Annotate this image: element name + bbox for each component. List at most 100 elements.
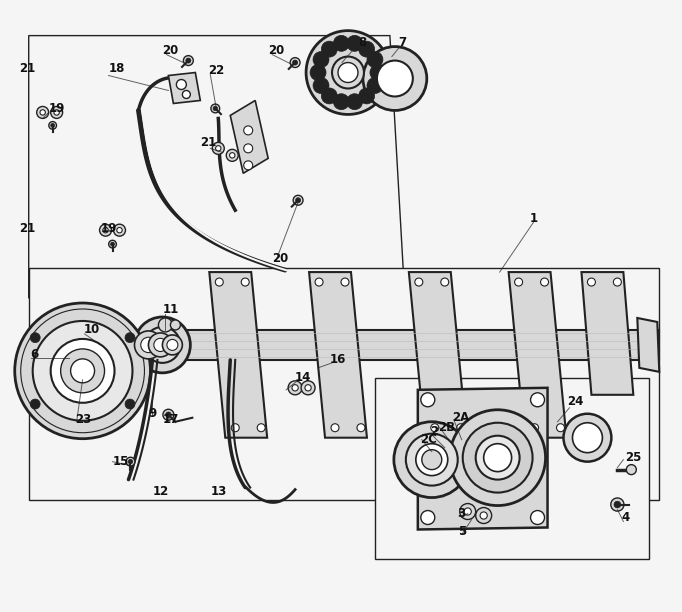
Circle shape: [611, 498, 624, 511]
Circle shape: [54, 110, 59, 115]
Circle shape: [421, 450, 442, 469]
Circle shape: [332, 56, 364, 89]
Circle shape: [213, 106, 218, 111]
Circle shape: [290, 58, 300, 67]
Circle shape: [346, 94, 363, 110]
Circle shape: [431, 424, 439, 431]
Circle shape: [310, 64, 326, 81]
Text: 7: 7: [398, 36, 406, 49]
Text: 19: 19: [100, 222, 117, 234]
Circle shape: [288, 381, 302, 395]
Circle shape: [346, 35, 363, 51]
Circle shape: [293, 60, 297, 65]
Circle shape: [167, 340, 178, 351]
Text: 2B: 2B: [438, 421, 455, 435]
Circle shape: [126, 457, 135, 466]
Polygon shape: [168, 73, 201, 103]
Circle shape: [162, 335, 182, 355]
Circle shape: [154, 338, 167, 351]
Circle shape: [163, 409, 174, 420]
Circle shape: [457, 424, 464, 431]
Circle shape: [100, 224, 112, 236]
Circle shape: [305, 385, 311, 391]
Circle shape: [301, 381, 315, 395]
Polygon shape: [409, 272, 466, 438]
Text: 16: 16: [330, 353, 346, 367]
Polygon shape: [29, 268, 659, 499]
Text: 13: 13: [210, 485, 226, 498]
Circle shape: [421, 393, 435, 407]
Circle shape: [212, 143, 224, 154]
Circle shape: [333, 35, 349, 51]
Circle shape: [563, 414, 611, 461]
Text: 21: 21: [18, 62, 35, 75]
Text: 8: 8: [358, 36, 366, 49]
Polygon shape: [29, 35, 405, 298]
Bar: [160, 330, 659, 360]
Circle shape: [170, 320, 180, 330]
Circle shape: [241, 278, 249, 286]
Text: 6: 6: [31, 348, 39, 362]
Circle shape: [50, 124, 55, 127]
Circle shape: [572, 423, 602, 453]
Circle shape: [226, 149, 238, 162]
Circle shape: [338, 62, 358, 83]
Circle shape: [515, 278, 522, 286]
Text: 14: 14: [295, 371, 312, 384]
Circle shape: [177, 80, 186, 89]
Circle shape: [464, 508, 471, 515]
Circle shape: [216, 146, 221, 151]
Circle shape: [30, 399, 40, 409]
Circle shape: [166, 412, 171, 417]
Text: 9: 9: [149, 407, 157, 420]
Text: 20: 20: [162, 44, 179, 57]
Circle shape: [110, 242, 115, 246]
Circle shape: [449, 410, 546, 506]
Circle shape: [61, 349, 104, 393]
Circle shape: [292, 385, 298, 391]
Circle shape: [257, 424, 265, 431]
Circle shape: [415, 278, 423, 286]
Circle shape: [243, 126, 253, 135]
Text: 21: 21: [18, 222, 35, 234]
Circle shape: [15, 303, 151, 439]
Text: 15: 15: [113, 455, 129, 468]
Polygon shape: [209, 272, 267, 438]
Circle shape: [231, 424, 239, 431]
Text: 21: 21: [201, 136, 217, 149]
Circle shape: [182, 91, 190, 99]
Circle shape: [613, 278, 621, 286]
Text: 20: 20: [268, 44, 284, 57]
Circle shape: [460, 504, 475, 520]
Circle shape: [359, 41, 374, 57]
Circle shape: [293, 195, 303, 205]
Circle shape: [357, 424, 365, 431]
Text: 2A: 2A: [451, 411, 469, 424]
Circle shape: [145, 327, 180, 363]
Circle shape: [33, 321, 132, 420]
Circle shape: [367, 51, 383, 67]
Text: 5: 5: [458, 525, 466, 538]
Circle shape: [367, 78, 383, 94]
Text: 20: 20: [272, 252, 288, 264]
Circle shape: [50, 339, 115, 403]
Circle shape: [614, 501, 621, 508]
Text: 1: 1: [529, 212, 537, 225]
Circle shape: [626, 465, 636, 475]
Circle shape: [211, 104, 220, 113]
Circle shape: [37, 106, 48, 119]
Circle shape: [216, 278, 223, 286]
Circle shape: [295, 198, 301, 203]
Circle shape: [416, 444, 448, 476]
Circle shape: [103, 228, 108, 233]
Circle shape: [134, 317, 190, 373]
Text: 23: 23: [76, 413, 92, 426]
Polygon shape: [375, 378, 649, 559]
Text: 22: 22: [208, 64, 224, 77]
Circle shape: [243, 144, 253, 153]
Circle shape: [125, 399, 135, 409]
Circle shape: [186, 58, 191, 63]
Circle shape: [71, 359, 95, 383]
Circle shape: [125, 333, 135, 343]
Circle shape: [158, 318, 173, 332]
